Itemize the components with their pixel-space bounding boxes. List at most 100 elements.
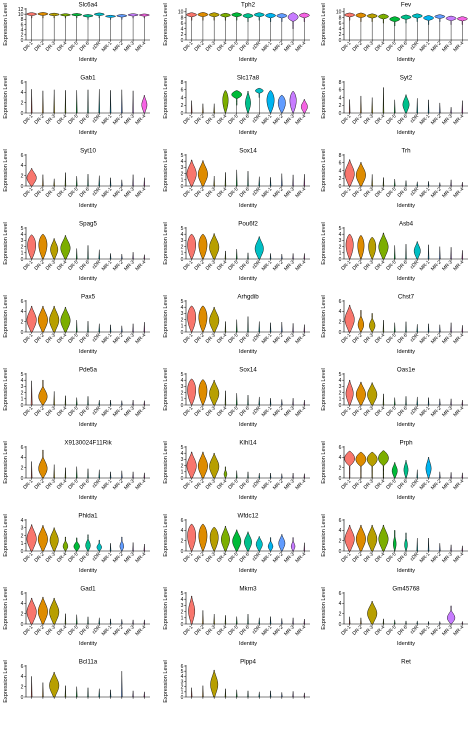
x-tick-label: DR-2 xyxy=(33,186,46,199)
chart-title: Klhl14 xyxy=(239,440,257,447)
violin-shape xyxy=(186,159,197,187)
x-tick-label: DR-1 xyxy=(182,186,195,199)
x-tick-label: DR-5 xyxy=(67,405,80,418)
violin-spike xyxy=(247,171,249,187)
y-tick-label: 2 xyxy=(181,171,184,177)
x-tick-label: MR-3 xyxy=(123,40,136,53)
violin-spike xyxy=(269,473,272,479)
x-tick-label: cDR xyxy=(251,551,262,562)
violin-shape xyxy=(277,94,286,114)
violin-spike xyxy=(76,176,78,187)
y-tick-label: 4 xyxy=(181,528,184,534)
x-tick-label: DR-2 xyxy=(193,259,206,272)
violin-spike xyxy=(394,397,396,406)
x-tick-label: MR-4 xyxy=(452,624,465,637)
x-tick-label: DR-6 xyxy=(78,259,91,272)
y-axis-label: Expression Level xyxy=(163,587,169,630)
y-tick-label: 2 xyxy=(21,465,24,471)
chart-title: Gad1 xyxy=(80,586,96,593)
y-tick-label: 0 xyxy=(339,38,342,44)
x-tick-label: DR-3 xyxy=(205,186,218,199)
x-tick-label: cDR xyxy=(409,478,420,489)
x-tick-label: DR-6 xyxy=(396,332,409,345)
y-tick-label: 2 xyxy=(339,319,342,325)
y-tick-label: 6 xyxy=(339,591,342,597)
chart-title: Tph2 xyxy=(241,2,256,9)
violin-shape xyxy=(49,305,60,333)
x-tick-label: DR-3 xyxy=(363,186,376,199)
violin-spike xyxy=(98,617,100,625)
violin-spike xyxy=(382,87,385,114)
y-tick-label: 5 xyxy=(21,372,24,378)
violin-spike xyxy=(76,614,78,625)
x-tick-label: DR-4 xyxy=(374,624,387,637)
violin-spike xyxy=(427,181,430,187)
x-tick-label: DR-6 xyxy=(238,332,251,345)
x-tick-label: cDR xyxy=(409,624,420,635)
x-axis-label: Identity xyxy=(397,641,415,647)
violin-shape xyxy=(198,233,208,260)
violin-spike xyxy=(87,468,89,479)
x-tick-label: DR-6 xyxy=(78,624,91,637)
violin-spike xyxy=(213,614,215,625)
y-tick-label: 6 xyxy=(181,21,184,27)
violin-spike xyxy=(247,395,249,406)
x-tick-label: DR-2 xyxy=(33,113,46,126)
violin-spike xyxy=(98,469,100,479)
violin-shape xyxy=(209,527,219,552)
x-tick-label: DR-3 xyxy=(45,113,58,126)
chart-title: Wfdc12 xyxy=(238,513,260,520)
violin-shape xyxy=(369,313,376,333)
violin-spike xyxy=(236,393,238,406)
y-tick-label: 4 xyxy=(181,159,184,165)
violin-spike xyxy=(281,399,283,406)
x-tick-label: DR-2 xyxy=(193,551,206,564)
x-tick-label: DR-4 xyxy=(56,40,69,53)
y-tick-label: 3 xyxy=(181,165,184,171)
x-tick-label: DR-1 xyxy=(22,259,35,272)
y-tick-label: 0 xyxy=(181,622,184,628)
violin-spike xyxy=(132,323,134,333)
violin-shape xyxy=(37,12,49,19)
x-tick-label: MR-1 xyxy=(419,259,432,272)
violin-spike xyxy=(269,177,272,187)
x-axis-label: Identity xyxy=(397,495,415,501)
violin-spike xyxy=(42,682,44,698)
y-tick-label: 2 xyxy=(181,317,184,323)
y-axis-label: Expression Level xyxy=(163,441,169,484)
chart-panel: Expression Level 0 2 4 6 DR-1 DR-2 DR-3 DR-4 DR-5… xyxy=(321,514,468,574)
y-tick-label: 6 xyxy=(339,299,342,305)
y-tick-label: 2 xyxy=(339,176,342,182)
y-tick-label: 1 xyxy=(181,470,184,476)
x-tick-label: DR-2 xyxy=(351,405,364,418)
violin-spike xyxy=(303,473,306,479)
x-tick-label: MR-4 xyxy=(452,259,465,272)
violin-shape xyxy=(255,87,264,98)
x-tick-label: DR-2 xyxy=(193,478,206,491)
x-tick-label: cDR xyxy=(251,259,262,270)
y-tick-label: 4 xyxy=(181,674,184,680)
violin-spike xyxy=(76,90,78,114)
y-tick-label: 2 xyxy=(181,103,184,109)
y-axis-label: Expression Level xyxy=(321,514,327,557)
violin-spike xyxy=(121,325,123,333)
violin-spike xyxy=(247,316,249,333)
violin-spike xyxy=(98,249,100,260)
y-tick-label: 3 xyxy=(339,238,342,244)
x-tick-label: cDR xyxy=(251,186,262,197)
x-tick-label: DR-4 xyxy=(374,551,387,564)
x-tick-label: DR-6 xyxy=(396,113,409,126)
violin-shape xyxy=(345,233,354,260)
y-axis-label: Expression Level xyxy=(3,3,9,46)
violin-spike xyxy=(202,685,204,698)
x-tick-label: MR-4 xyxy=(294,40,307,53)
y-tick-label: 6 xyxy=(181,664,184,670)
y-tick-label: 2 xyxy=(339,465,342,471)
y-tick-label: 0 xyxy=(21,257,24,263)
x-tick-label: DR-5 xyxy=(227,186,240,199)
x-tick-label: cDR xyxy=(409,259,420,270)
violin-spike xyxy=(109,543,112,552)
violin-shape xyxy=(231,90,243,106)
